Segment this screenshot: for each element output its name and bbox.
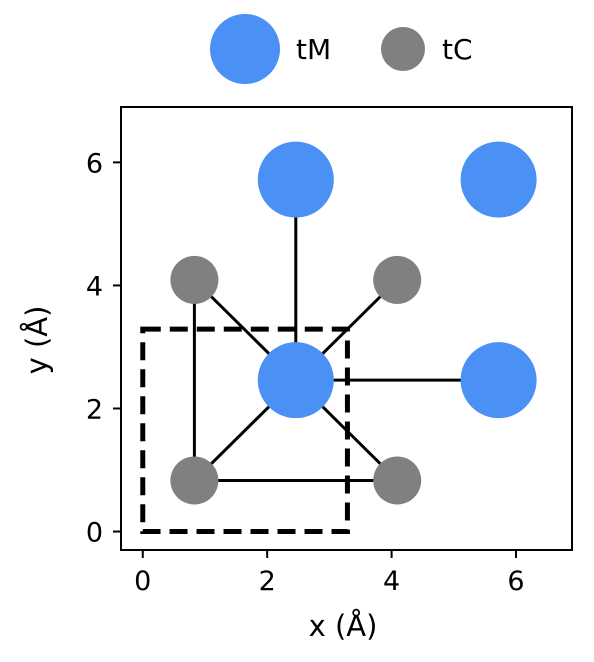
tM-point-2	[257, 141, 334, 218]
plot-frame	[120, 106, 573, 551]
unit-cell-box	[140, 326, 350, 535]
x-axis-label: x (Å)	[309, 609, 378, 643]
x-tick-label-2: 2	[259, 566, 276, 597]
tC-point-0	[170, 456, 219, 505]
legend: tM tC	[210, 14, 473, 84]
axes: 0 2 4 6 0 2 4 6	[86, 106, 573, 597]
y-tick-label-2: 2	[86, 394, 103, 425]
tM-point-1	[460, 342, 537, 419]
x-tick-label-0: 0	[134, 566, 151, 597]
tC-point-3	[373, 255, 422, 304]
y-tick-label-0: 0	[86, 518, 103, 549]
legend-label-tC: tC	[442, 33, 473, 66]
legend-marker-tM	[210, 14, 280, 84]
y-tick-label-4: 4	[86, 271, 103, 302]
y-tick-label-6: 6	[86, 148, 103, 179]
x-tick-label-6: 6	[507, 566, 524, 597]
tM-point-3	[460, 141, 537, 218]
data-points	[170, 141, 537, 505]
legend-label-tM: tM	[296, 33, 331, 66]
unit-cell	[140, 326, 350, 535]
x-tick-label-4: 4	[383, 566, 400, 597]
tC-point-1	[373, 456, 422, 505]
y-axis-label: y (Å)	[20, 306, 54, 375]
tM-point-0	[257, 342, 334, 419]
legend-marker-tC	[381, 27, 425, 71]
tC-point-2	[170, 255, 219, 304]
